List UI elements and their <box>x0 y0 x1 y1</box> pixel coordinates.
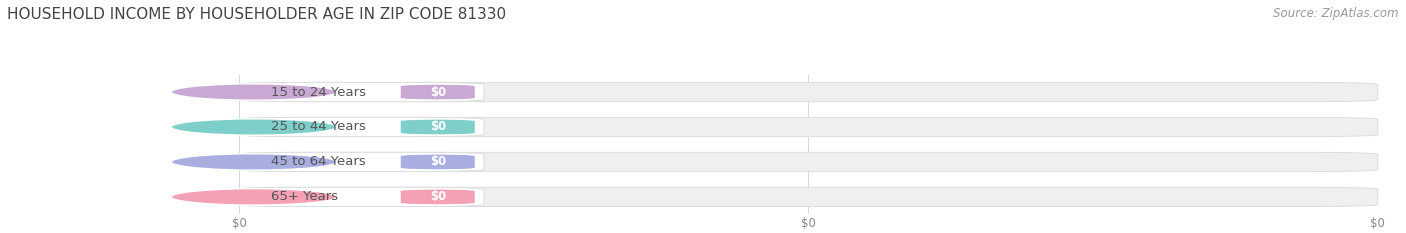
Ellipse shape <box>172 189 336 205</box>
FancyBboxPatch shape <box>401 154 475 169</box>
FancyBboxPatch shape <box>401 85 475 99</box>
Ellipse shape <box>172 154 336 170</box>
FancyBboxPatch shape <box>239 152 1378 171</box>
Text: $0: $0 <box>430 86 446 99</box>
FancyBboxPatch shape <box>239 117 1378 137</box>
Text: HOUSEHOLD INCOME BY HOUSEHOLDER AGE IN ZIP CODE 81330: HOUSEHOLD INCOME BY HOUSEHOLDER AGE IN Z… <box>7 7 506 22</box>
Ellipse shape <box>172 119 336 135</box>
FancyBboxPatch shape <box>239 82 484 102</box>
FancyBboxPatch shape <box>239 187 484 206</box>
Ellipse shape <box>172 84 336 100</box>
Text: 45 to 64 Years: 45 to 64 Years <box>271 155 366 168</box>
Text: $0: $0 <box>430 155 446 168</box>
Text: 25 to 44 Years: 25 to 44 Years <box>271 120 366 134</box>
FancyBboxPatch shape <box>239 82 1378 102</box>
Text: $0: $0 <box>430 120 446 134</box>
FancyBboxPatch shape <box>239 152 484 171</box>
Text: 15 to 24 Years: 15 to 24 Years <box>271 86 366 99</box>
Text: Source: ZipAtlas.com: Source: ZipAtlas.com <box>1274 7 1399 20</box>
FancyBboxPatch shape <box>401 120 475 134</box>
Text: 65+ Years: 65+ Years <box>271 190 337 203</box>
FancyBboxPatch shape <box>239 187 1378 206</box>
FancyBboxPatch shape <box>239 117 484 137</box>
FancyBboxPatch shape <box>401 189 475 204</box>
Text: $0: $0 <box>430 190 446 203</box>
